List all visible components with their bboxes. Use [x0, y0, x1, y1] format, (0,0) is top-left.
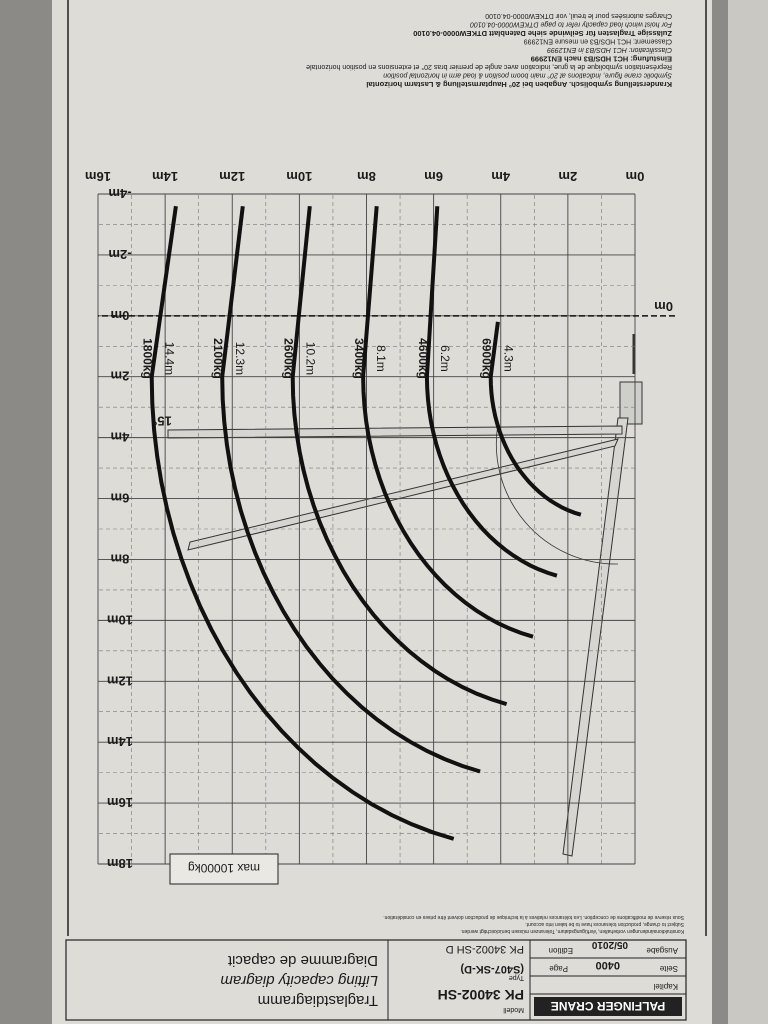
- notes: Kranderstellung symbolisch. Angaben bei …: [306, 12, 672, 89]
- x-tick-label: 4m: [491, 169, 510, 184]
- x-tick-label: 10m: [286, 169, 312, 184]
- capacity-curve: [290, 206, 508, 707]
- paper: [52, 0, 712, 1024]
- x-tick-label: 8m: [357, 169, 376, 184]
- note: Charges autorisées pour le treuil, voir …: [485, 12, 672, 19]
- note: Einstufung: HC1 HDS/B3 nach EN12999: [531, 55, 672, 64]
- y-tick-label: 12m: [107, 673, 133, 688]
- note: For hoist winch load capacity refer to p…: [470, 21, 672, 28]
- note: Kranderstellung symbolisch. Angaben bei …: [366, 80, 672, 89]
- label: Seite: [659, 964, 678, 973]
- reach-label: 8.1m: [374, 345, 388, 372]
- load-arm-15: [187, 438, 619, 551]
- brand: PALFINGER CRANE: [551, 999, 665, 1013]
- x-tick-label: 2m: [558, 169, 577, 184]
- header-box: [65, 939, 687, 1021]
- reach-label: 10.2m: [304, 342, 318, 375]
- capacity-curve: [361, 206, 534, 639]
- label: Ausgabe: [646, 946, 678, 955]
- note: Représentation symbolique de la grue, in…: [306, 63, 672, 71]
- zero-line-label: 0m: [654, 299, 673, 314]
- page-number: 0400: [596, 959, 620, 971]
- max-load: max 10000kg: [188, 861, 260, 875]
- load-label: 4600kg: [416, 338, 430, 379]
- load-label: 3400kg: [352, 338, 366, 379]
- y-tick-label: 16m: [107, 795, 133, 810]
- load-label: 2100kg: [211, 338, 225, 379]
- reach-label: 14.4m: [163, 342, 177, 375]
- label: Edition: [549, 946, 573, 955]
- capacity-curve: [149, 205, 455, 841]
- reach-label: 12.3m: [233, 342, 247, 375]
- y-tick-label: -4m: [108, 186, 131, 201]
- x-tick-label: 14m: [152, 169, 178, 184]
- title-fr: Diagramme de capacit: [227, 952, 378, 969]
- load-label: 1800kg: [141, 338, 155, 379]
- label: Page: [549, 964, 568, 973]
- disclaimer: Subject to change, production tolerances…: [525, 921, 684, 927]
- y-tick-label: -2m: [108, 247, 131, 262]
- max-load-box: [169, 853, 279, 885]
- model-full: PK 34002-SH D: [446, 943, 524, 955]
- edition: 05/2010: [591, 939, 628, 950]
- disclaimer: Sous réserve de modifications de concept…: [383, 914, 684, 920]
- x-tick-label: 16m: [85, 169, 111, 184]
- title-en: Lifting capacity diagram: [220, 972, 378, 989]
- y-tick-label: 4m: [111, 430, 130, 445]
- y-tick-label: 18m: [107, 856, 133, 871]
- note: Zulässige Traglasten für Seilwinde siehe…: [413, 29, 672, 38]
- x-tick-label: 0m: [626, 169, 645, 184]
- title-de: Traglastdiagramm: [258, 992, 378, 1009]
- y-tick-label: 10m: [107, 612, 133, 627]
- capacity-curve: [488, 321, 582, 517]
- main-boom: [562, 417, 629, 857]
- note: Symbolic crane figure, indications at 20…: [383, 72, 672, 80]
- load-label: 6900kg: [480, 338, 494, 379]
- x-tick-label: 12m: [219, 169, 245, 184]
- reach-label: 6.2m: [438, 345, 452, 372]
- y-tick-label: 2m: [111, 369, 130, 384]
- crane-base: [619, 381, 643, 425]
- y-tick-label: 8m: [111, 551, 130, 566]
- type: (S407-SK-D): [460, 963, 524, 975]
- label: Modell: [503, 1006, 524, 1013]
- logo-box: [534, 997, 682, 1016]
- load-label: 2600kg: [282, 338, 296, 379]
- note: Classification: HC1 HDS/B3 in EN12999: [547, 46, 672, 53]
- note: Classement: HC1 HDS/B3 en mesure EN12999: [524, 38, 672, 45]
- model: PK 34002-SH: [438, 987, 524, 1003]
- crane-figure: [167, 334, 643, 857]
- label: Kapitel: [653, 982, 678, 991]
- disclaimer: Konstruktionsänderungen vorbehalten, Ver…: [460, 928, 684, 934]
- y-tick-label: 14m: [107, 734, 133, 749]
- capacity-curve: [424, 206, 558, 578]
- slew-arc: [495, 423, 619, 565]
- capacity-curve: [220, 205, 481, 774]
- x-tick-label: 6m: [424, 169, 443, 184]
- y-tick-label: 6m: [111, 491, 130, 506]
- angle-label: 15°: [152, 413, 172, 428]
- label: Type: [509, 974, 524, 981]
- reach-label: 4.3m: [502, 345, 516, 372]
- next-page-edge: [728, 0, 768, 1024]
